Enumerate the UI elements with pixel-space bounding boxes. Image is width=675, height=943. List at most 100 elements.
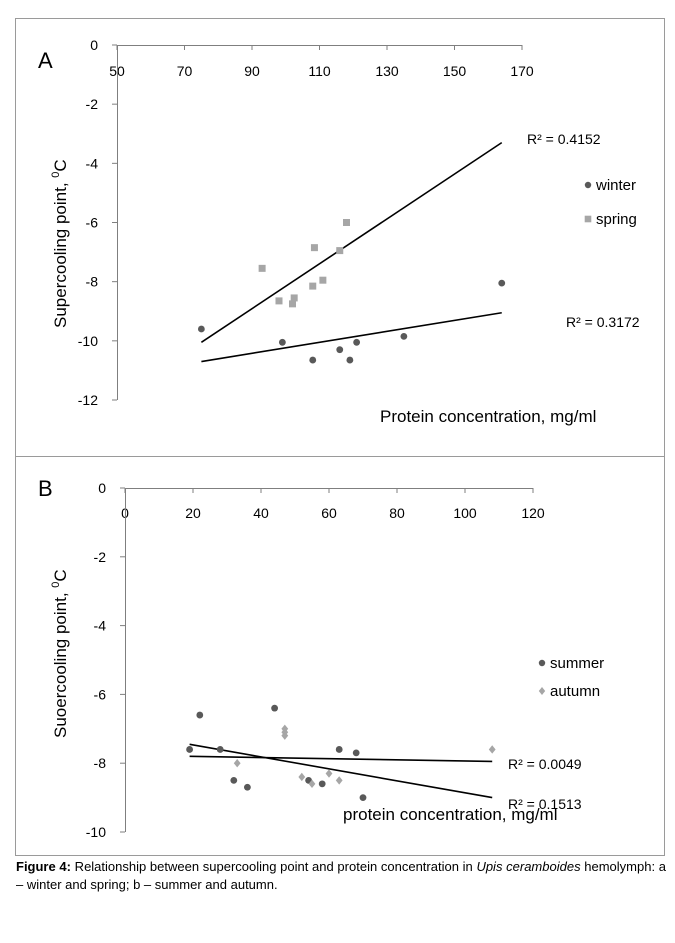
r2-label-summer: R² = 0.1513: [508, 796, 582, 812]
y-tick-label: -6: [86, 215, 99, 231]
y-tick-label: 0: [90, 37, 98, 53]
panel-b-x-axis-label: protein concentration, mg/ml: [343, 805, 558, 824]
x-tick-label: 60: [321, 505, 337, 521]
x-tick-label: 150: [443, 63, 467, 79]
point-winter: [498, 279, 506, 287]
y-tick-label: -6: [94, 686, 107, 702]
point-summer: [230, 777, 238, 784]
panel-b-r2-labels: R² = 0.1513 R² = 0.0049: [508, 756, 582, 812]
point-autumn: [281, 731, 289, 740]
point-summer: [318, 780, 326, 788]
panel-a-letter: A: [38, 48, 53, 73]
trendline-spring: [200, 141, 503, 343]
panel-b-y-ticks: 0 -2 -4 -6 -8 -10: [86, 480, 125, 840]
panel-a-trendlines: [200, 141, 503, 363]
panel-a-r2-labels: R² = 0.3172 R² = 0.4152: [527, 131, 640, 330]
legend-label-spring: spring: [596, 211, 637, 228]
x-tick-label: 80: [389, 505, 405, 521]
legend-marker-spring: [584, 215, 592, 223]
panel-b-y-axis-label: Suoercooling point, 0C: [50, 569, 70, 738]
point-summer: [186, 746, 194, 753]
x-tick-label: 70: [177, 63, 193, 79]
x-tick-label: 130: [375, 63, 399, 79]
panel-a-y-axis-label: Supercooling point, 0C: [50, 159, 70, 328]
panel-a-points: [197, 219, 506, 364]
point-winter: [346, 356, 354, 364]
point-spring: [336, 247, 344, 255]
legend-label-summer: summer: [550, 655, 604, 672]
point-spring: [275, 297, 283, 305]
y-tick-label: -10: [86, 824, 106, 840]
point-winter: [400, 332, 408, 340]
x-tick-label: 20: [185, 505, 201, 521]
point-spring: [258, 264, 266, 272]
point-winter: [197, 325, 205, 333]
legend-label-autumn: autumn: [550, 683, 600, 700]
point-summer: [196, 711, 204, 719]
figure-caption: Figure 4: Relationship between supercool…: [16, 858, 666, 894]
y-tick-label: -4: [86, 155, 99, 171]
x-tick-label: 170: [510, 63, 534, 79]
point-spring: [319, 276, 327, 284]
point-autumn: [325, 769, 333, 778]
panel-b-legend: summer autumn: [538, 655, 604, 700]
r2-label-spring: R² = 0.4152: [527, 131, 601, 147]
point-spring: [310, 244, 318, 252]
panel-a-y-ticks: 0 -2 -4 -6 -8 -10 -12: [78, 37, 117, 408]
point-autumn: [298, 772, 306, 782]
x-tick-label: 40: [253, 505, 269, 521]
y-tick-label: -4: [94, 618, 107, 634]
r2-label-autumn: R² = 0.0049: [508, 756, 582, 772]
point-winter: [336, 346, 344, 354]
y-tick-label: 0: [98, 480, 106, 496]
y-tick-label: -8: [94, 755, 107, 771]
point-summer: [216, 746, 224, 753]
panel-b-points: [186, 704, 496, 801]
x-tick-label: 100: [453, 505, 477, 521]
panel-b-trendlines: [189, 743, 493, 799]
panel-b-x-ticks: 020406080100120: [121, 488, 545, 521]
trendline-winter: [201, 311, 502, 363]
point-winter: [309, 356, 317, 364]
caption-text-2: hemolymph: a – winter and spring; b – su…: [16, 859, 667, 892]
caption-text-1: Relationship between supercooling point …: [70, 859, 477, 874]
point-spring: [289, 300, 296, 308]
r2-label-winter: R² = 0.3172: [566, 314, 640, 330]
point-winter: [278, 338, 286, 346]
point-summer: [352, 749, 360, 757]
y-tick-label: -8: [86, 274, 99, 290]
legend-marker-summer: [538, 659, 546, 667]
point-summer: [335, 746, 343, 753]
point-autumn: [335, 776, 343, 785]
caption-species: Upis ceramboides: [476, 859, 581, 874]
y-tick-label: -10: [78, 333, 98, 349]
point-winter: [353, 338, 361, 346]
caption-label: Figure 4:: [16, 859, 71, 874]
legend-marker-autumn: [538, 687, 546, 695]
point-summer: [271, 704, 278, 712]
panel-b-letter: B: [38, 476, 53, 501]
chart-panel-a: A 507090110130150170 0-2-4-6-8-10-12 R² …: [38, 37, 640, 426]
panel-a-legend: winter spring: [584, 177, 637, 228]
point-summer: [244, 783, 251, 791]
panel-a-x-ticks: 507090110130150170: [109, 45, 534, 79]
y-tick-label: -2: [86, 96, 99, 112]
legend-label-winter: winter: [595, 177, 636, 194]
chart-panel-b: B 0 20 40 60 80 100 120 0 -2 -4 -6 -8 -10 R² = 0.15…: [38, 476, 604, 840]
x-tick-label: 90: [244, 63, 260, 79]
trendline-summer: [189, 743, 493, 799]
y-tick-label: -2: [94, 549, 107, 565]
x-tick-label: 120: [521, 505, 545, 521]
point-autumn: [488, 745, 496, 754]
legend-marker-winter: [584, 181, 592, 189]
trendline-autumn: [189, 755, 493, 763]
point-autumn: [308, 779, 316, 789]
y-tick-label: -12: [78, 392, 98, 408]
panel-a-x-axis-label: Protein concentration, mg/ml: [380, 407, 596, 426]
x-tick-label: 110: [308, 63, 331, 79]
point-autumn: [233, 759, 241, 768]
point-summer: [359, 794, 367, 801]
point-spring: [309, 282, 317, 290]
point-spring: [290, 294, 298, 302]
